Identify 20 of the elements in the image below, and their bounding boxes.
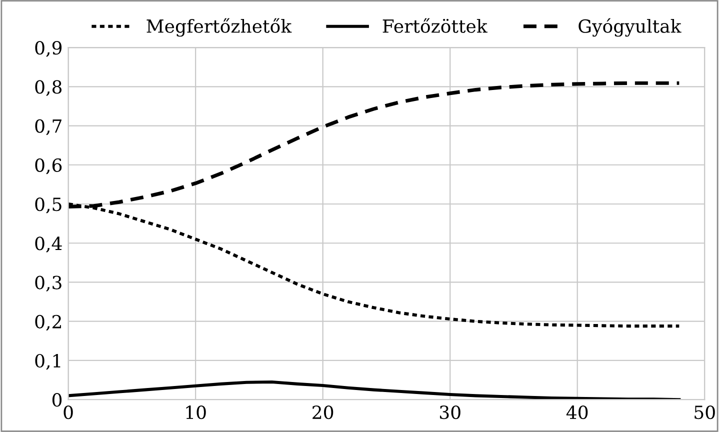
line-series	[68, 380, 681, 400]
y-tick-label: 0,9	[35, 40, 62, 57]
x-tick-label: 0	[64, 405, 73, 420]
x-tick-label: 10	[186, 405, 206, 420]
x-tick-label: 20	[312, 405, 334, 420]
legend-label: Megfertőzhetők	[146, 18, 292, 37]
y-tick-label: 0,2	[35, 314, 61, 331]
y-tick-label: 0,6	[35, 158, 62, 174]
y-tick-label: 0,3	[35, 276, 62, 292]
x-tick-label: 40	[566, 405, 588, 420]
y-tick-label: 0	[52, 393, 62, 407]
y-tick-label: 0,1	[35, 354, 60, 370]
x-tick-label: 30	[440, 405, 460, 420]
legend-label: Gyógyultak	[578, 18, 682, 37]
y-tick-label: 0,8	[35, 80, 62, 96]
x-tick-label: 50	[694, 405, 715, 420]
legend-label: Fertőzöttek	[382, 18, 488, 33]
y-tick-label: 0,7	[35, 119, 62, 136]
y-tick-label: 0,4	[35, 236, 62, 252]
y-tick-label: 0,5	[35, 197, 62, 214]
